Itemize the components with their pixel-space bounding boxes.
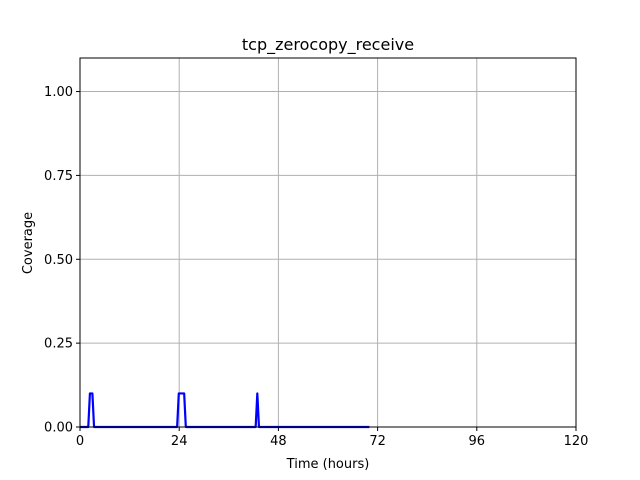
x-tick-label: 72 (369, 434, 386, 449)
chart-title: tcp_zerocopy_receive (242, 35, 414, 55)
x-tick-label: 120 (564, 434, 589, 449)
x-tick-label: 96 (469, 434, 486, 449)
y-axis-label: Coverage (21, 212, 36, 274)
y-tick-label: 0.00 (44, 421, 73, 436)
plot-frame (79, 57, 577, 428)
y-tick-label: 1.00 (44, 85, 73, 100)
x-tick-label: 24 (171, 434, 188, 449)
x-axis-label: Time (hours) (286, 457, 370, 472)
y-tick-label: 0.50 (44, 253, 73, 268)
x-tick-label: 48 (270, 434, 287, 449)
ticks: 0 24 48 72 96 120 0.00 0.25 0.50 0.75 1.00 (44, 85, 588, 449)
x-tick-label: 0 (76, 434, 84, 449)
coverage-series-line (80, 392, 370, 429)
y-tick-label: 0.75 (44, 169, 73, 184)
y-tick-label: 0.25 (44, 337, 73, 352)
series-layer (80, 392, 370, 429)
